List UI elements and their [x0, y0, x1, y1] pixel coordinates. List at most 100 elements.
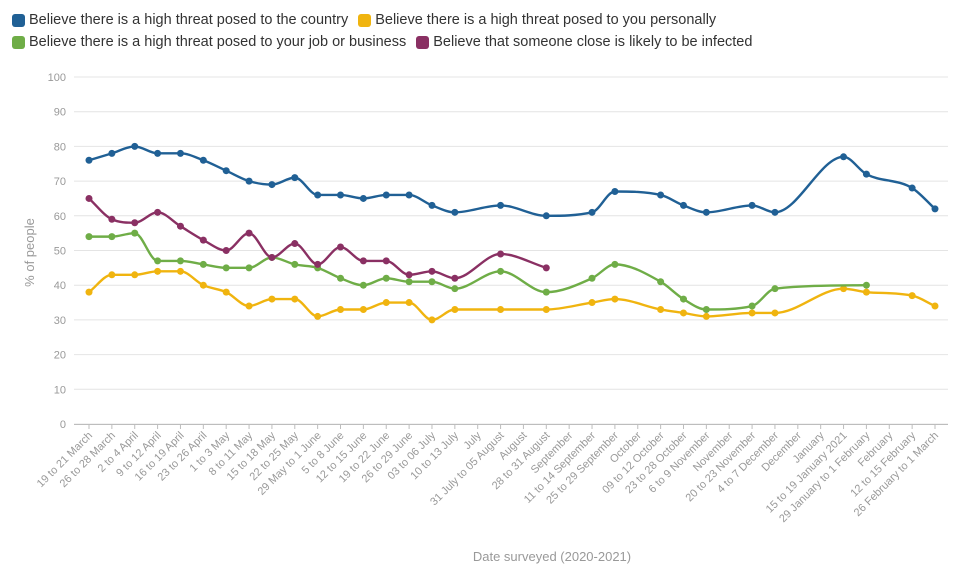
y-axis-title: % of people — [22, 218, 37, 287]
data-point — [359, 305, 367, 313]
series-line — [87, 231, 868, 311]
data-point — [245, 177, 253, 185]
data-point — [497, 201, 505, 209]
data-point — [451, 285, 459, 293]
y-tick-label: 90 — [54, 107, 66, 119]
data-point — [702, 305, 710, 313]
data-point — [85, 194, 93, 202]
data-point — [908, 184, 916, 192]
data-point — [840, 285, 848, 293]
data-point — [451, 305, 459, 313]
data-point — [611, 295, 619, 303]
data-point — [199, 281, 207, 289]
data-point — [679, 309, 687, 317]
data-point — [85, 156, 93, 164]
legend: Believe there is a high threat posed to … — [12, 12, 952, 51]
data-point — [748, 302, 756, 310]
data-point — [542, 305, 550, 313]
data-point — [931, 302, 939, 310]
data-point — [451, 274, 459, 282]
data-point — [291, 295, 299, 303]
data-point — [314, 260, 322, 268]
data-point — [222, 288, 230, 296]
legend-label: Believe that someone close is likely to … — [433, 34, 753, 50]
y-tick-label: 80 — [54, 141, 66, 153]
data-point — [337, 305, 345, 313]
data-point — [405, 191, 413, 199]
data-point — [222, 264, 230, 272]
legend-label: Believe there is a high threat posed to … — [29, 12, 349, 28]
data-point — [542, 288, 550, 296]
data-point — [154, 149, 162, 157]
data-point — [497, 305, 505, 313]
data-point — [359, 281, 367, 289]
data-point — [131, 219, 139, 227]
data-point — [291, 260, 299, 268]
legend-item[interactable]: Believe there is a high threat posed to … — [358, 12, 716, 29]
data-point — [199, 156, 207, 164]
data-point — [657, 191, 665, 199]
data-point — [405, 271, 413, 279]
x-axis-title: Date surveyed (2020-2021) — [473, 549, 631, 564]
data-point — [771, 208, 779, 216]
data-point — [382, 191, 390, 199]
data-point — [154, 257, 162, 265]
legend-label: Believe there is a high threat posed to … — [29, 34, 407, 50]
data-point — [679, 201, 687, 209]
data-point — [657, 278, 665, 286]
series-group — [85, 194, 550, 282]
data-point — [268, 181, 276, 189]
data-point — [497, 267, 505, 275]
data-point — [588, 208, 596, 216]
data-point — [542, 264, 550, 272]
data-point — [611, 260, 619, 268]
data-point — [679, 295, 687, 303]
data-point — [862, 170, 870, 178]
data-point — [108, 215, 116, 223]
data-point — [337, 243, 345, 251]
data-point — [108, 233, 116, 241]
data-point — [222, 247, 230, 254]
data-point — [199, 236, 207, 244]
y-tick-label: 70 — [54, 176, 66, 188]
data-point — [108, 149, 116, 157]
data-point — [748, 309, 756, 317]
legend-item[interactable]: Believe there is a high threat posed to … — [12, 12, 348, 29]
legend-label: Believe there is a high threat posed to … — [375, 12, 717, 28]
data-point — [771, 285, 779, 293]
legend-swatch — [416, 36, 430, 49]
series-line — [87, 270, 937, 322]
y-tick-label: 60 — [54, 211, 66, 223]
data-point — [314, 312, 322, 320]
data-point — [428, 316, 436, 324]
data-point — [428, 278, 436, 286]
data-point — [199, 260, 207, 268]
legend-swatch — [358, 14, 372, 27]
data-point — [382, 274, 390, 282]
legend-item[interactable]: Believe that someone close is likely to … — [416, 34, 752, 51]
data-point — [405, 278, 413, 286]
y-tick-label: 20 — [54, 350, 66, 362]
data-point — [176, 222, 184, 230]
y-tick-label: 30 — [54, 315, 66, 327]
data-point — [154, 208, 162, 216]
y-tick-label: 50 — [54, 246, 66, 258]
data-point — [291, 240, 299, 248]
data-point — [840, 153, 848, 161]
data-point — [702, 312, 710, 320]
data-point — [771, 309, 779, 317]
data-point — [85, 233, 93, 241]
data-point — [222, 167, 230, 175]
data-point — [451, 208, 459, 216]
data-point — [154, 267, 162, 275]
data-point — [314, 191, 322, 199]
y-tick-label: 10 — [54, 384, 66, 396]
legend-item[interactable]: Believe there is a high threat posed to … — [12, 34, 406, 51]
data-point — [268, 253, 276, 261]
data-point — [382, 299, 390, 307]
data-point — [268, 295, 276, 303]
data-point — [588, 299, 596, 307]
data-point — [611, 188, 619, 196]
data-point — [702, 208, 710, 216]
